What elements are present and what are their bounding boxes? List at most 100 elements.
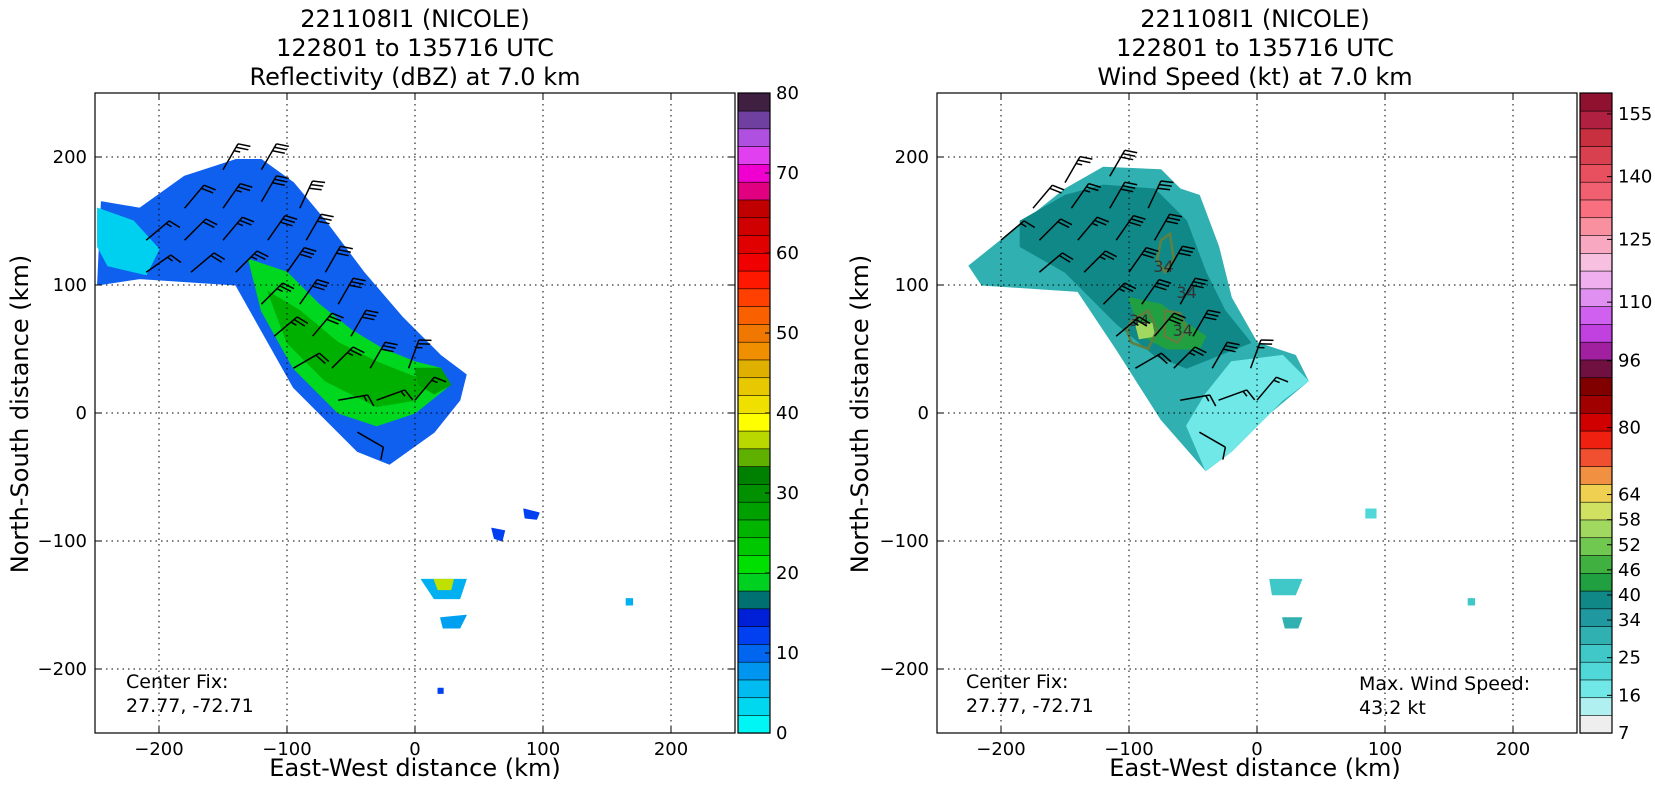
wind-barb — [222, 216, 255, 241]
wind-barb — [1173, 346, 1207, 369]
wind-barb — [1083, 250, 1118, 273]
colorbar-swatch — [737, 306, 771, 325]
colorbar-swatch — [737, 146, 771, 165]
colorbar-swatch — [1579, 554, 1613, 574]
wind-barb — [312, 312, 344, 337]
colorbar-swatch — [1579, 501, 1613, 521]
wind-barb — [1077, 216, 1110, 241]
wind-barb — [184, 218, 218, 241]
colorbar-swatch — [737, 466, 771, 485]
wind-barb — [1199, 431, 1227, 460]
echo-region-6 — [1282, 617, 1303, 629]
colorbar-swatch — [1579, 306, 1613, 325]
wind-barb — [260, 175, 289, 203]
colorbar-swatch — [1579, 359, 1613, 379]
colorbar-swatch — [1579, 199, 1613, 219]
center-fix-value: 27.77, -72.71 — [966, 695, 1094, 717]
colorbar-tick-label: 58 — [1618, 510, 1641, 531]
colorbar-tick-label: 155 — [1618, 104, 1652, 125]
wind-barb — [1211, 341, 1240, 369]
colorbar-swatch — [737, 270, 771, 290]
x-tick-label: −200 — [976, 739, 1025, 760]
echo-region-10 — [437, 687, 444, 694]
wind-barb — [1256, 376, 1289, 401]
echo-region-8 — [491, 527, 506, 542]
colorbar-swatch — [1579, 483, 1613, 503]
colorbar-tick-label: 110 — [1618, 292, 1652, 313]
colorbar-swatch — [1579, 394, 1613, 414]
colorbar-swatch — [737, 341, 771, 361]
colorbar-tick-label: 50 — [776, 323, 799, 344]
colorbar-swatch — [737, 537, 771, 556]
y-tick-label: −200 — [880, 659, 929, 680]
wind-barb — [1154, 312, 1186, 337]
max-wind-label: Max. Wind Speed: — [1359, 673, 1530, 695]
wind-barb — [222, 143, 251, 171]
wind-barb — [1166, 245, 1195, 273]
colorbar-swatch — [737, 252, 771, 272]
panel-title-line-2: 122801 to 135716 UTC — [1116, 34, 1394, 62]
colorbar-swatch — [1579, 590, 1613, 610]
colorbar-swatch — [737, 697, 771, 716]
y-tick-label: −100 — [38, 531, 87, 552]
echo-region-9 — [523, 508, 540, 520]
wind-barb — [1102, 282, 1137, 305]
colorbar-swatch — [1579, 448, 1613, 467]
colorbar-swatch — [737, 572, 771, 592]
x-tick-label: 100 — [1368, 739, 1402, 760]
colorbar-swatch — [1579, 146, 1613, 165]
colorbar-tick-label: 64 — [1618, 485, 1641, 506]
wind-barb — [1192, 309, 1221, 337]
contour-label-2: 34 — [1173, 321, 1193, 340]
colorbar-swatch — [737, 554, 771, 574]
colorbar-swatch — [737, 519, 771, 539]
y-tick-label: 0 — [918, 403, 929, 424]
x-tick-label: −100 — [1104, 739, 1153, 760]
x-tick-label: 100 — [526, 739, 560, 760]
colorbar-swatch — [1579, 714, 1613, 734]
y-tick-label: −200 — [38, 659, 87, 680]
colorbar-swatch — [1579, 519, 1613, 539]
wind-barb — [338, 394, 375, 407]
wind-barb — [350, 309, 379, 337]
colorbar-swatch — [737, 430, 771, 450]
colorbar-swatch — [1579, 181, 1613, 201]
wind-barb — [357, 431, 385, 460]
panel-title-line-1: 221108I1 (NICOLE) — [1140, 5, 1370, 33]
colorbar-swatch — [1579, 234, 1613, 254]
plot-area-wind-speed: 34343434 −200 −100 0 100 200 −200 −100 0 100 200 — [880, 92, 1578, 760]
echo-region-5 — [1269, 578, 1303, 596]
colorbar-tick-label: 40 — [1618, 585, 1641, 606]
colorbar-swatch — [737, 288, 771, 307]
colorbar-swatch — [737, 359, 771, 379]
wind-barb — [184, 184, 216, 209]
x-tick-label: −200 — [134, 739, 183, 760]
center-fix-label: Center Fix: — [966, 671, 1068, 693]
colorbar-swatch — [1579, 323, 1613, 343]
wind-barb — [1038, 218, 1073, 241]
colorbar-tick-label: 0 — [776, 723, 787, 744]
colorbar-tick-label: 7 — [1618, 723, 1629, 744]
wind-barb — [1064, 155, 1093, 183]
colorbar-swatch — [1579, 92, 1613, 112]
colorbar-swatch — [737, 714, 771, 734]
x-axis-label: East-West distance (km) — [1109, 754, 1400, 782]
echo-region-7 — [1365, 508, 1377, 519]
wind-barb — [1153, 213, 1183, 241]
wind-barb — [235, 250, 269, 273]
plot-area-reflectivity: −200 −100 0 100 200 −200 −100 0 100 200 — [38, 92, 736, 760]
panel-title-line-3: Reflectivity (dBZ) at 7.0 km — [250, 63, 581, 91]
colorbar-swatch — [1579, 466, 1613, 485]
x-tick-label: 0 — [409, 739, 420, 760]
colorbar-swatch — [1579, 128, 1613, 147]
colorbar-swatch — [1579, 608, 1613, 627]
wind-barb — [1147, 180, 1174, 209]
colorbar-swatch — [737, 92, 771, 112]
y-axis-label: North-South distance (km) — [846, 255, 874, 574]
y-tick-label: 200 — [895, 147, 929, 168]
colorbar-swatch — [1579, 430, 1613, 450]
colorbar-tick-label: 46 — [1618, 560, 1641, 581]
panel-title-line-1: 221108I1 (NICOLE) — [300, 5, 530, 33]
colorbar-tick-label: 10 — [776, 643, 799, 664]
